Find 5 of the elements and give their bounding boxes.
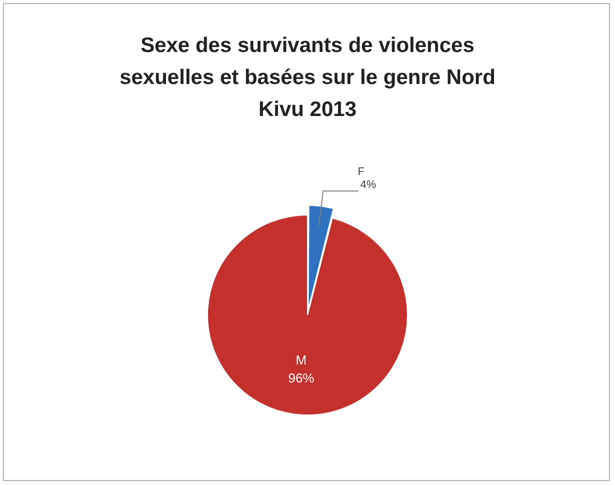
data-label: 96% (288, 370, 315, 386)
slice-label: F (358, 166, 365, 178)
data-label: 4% (360, 178, 376, 191)
chart-title: Sexe des survivants de violences sexuelles et basées sur le genre Nord Kivu 2013 (118, 33, 496, 123)
slice-label: M (296, 352, 307, 368)
